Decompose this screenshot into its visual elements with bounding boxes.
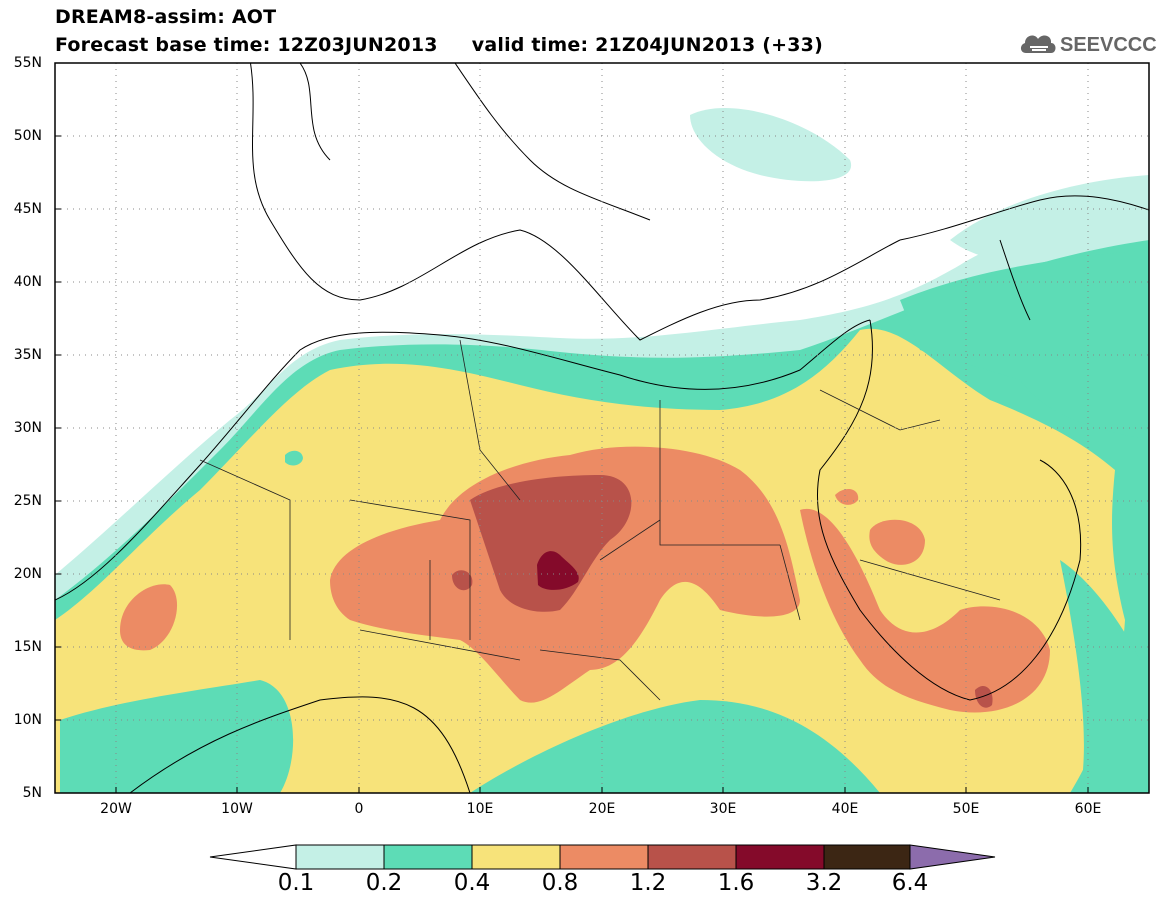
colorbar-label: 1.2 [629, 870, 667, 896]
lon-label: 40E [831, 801, 859, 817]
aot-band-1.6 [537, 551, 579, 590]
colorbar-swatch-6 [735, 844, 825, 870]
colorbar-swatch-5 [647, 844, 737, 870]
lon-label: 20E [588, 801, 616, 817]
aot-patch-chad [452, 570, 473, 591]
aot-patch-iran [900, 250, 1149, 440]
colorbar-label: 0.4 [453, 870, 491, 896]
lat-label: 25N [13, 493, 42, 509]
lon-label: 50E [952, 801, 980, 817]
colorbar-above [909, 844, 996, 870]
lat-label: 30N [13, 420, 42, 436]
lat-label: 35N [13, 347, 42, 363]
aot-patch-centralafrica [470, 700, 880, 793]
colorbar-label: 1.6 [717, 870, 755, 896]
lat-label: 15N [13, 639, 42, 655]
aot-patch-redsea [800, 508, 1050, 713]
aot-patch-westafrica [60, 680, 294, 793]
lon-label: 0 [354, 801, 364, 817]
aot-patch-mauritania [120, 584, 178, 651]
colorbar-swatch-2 [383, 844, 473, 870]
colorbar-swatch-7 [823, 844, 911, 870]
colorbar-swatch-1 [295, 844, 385, 870]
lat-label: 55N [13, 55, 42, 71]
aot-contours [55, 107, 1149, 793]
lon-label: 10W [221, 801, 253, 817]
lon-label: 20W [100, 801, 132, 817]
country-borders [199, 339, 1001, 701]
chart-subtitle: Forecast base time: 12Z03JUN2013 valid t… [55, 34, 823, 56]
colorbar-swatch-4 [559, 844, 649, 870]
aot-patch-arabian-sea [1060, 560, 1149, 793]
colorbar-label: 0.2 [365, 870, 403, 896]
lon-label: 10E [466, 801, 494, 817]
lat-label: 10N [13, 712, 42, 728]
colorbar-label: 0.1 [277, 870, 315, 896]
colorbar-swatch-3 [471, 844, 561, 870]
lat-label: 40N [13, 274, 42, 290]
grid-lines [55, 63, 1149, 793]
coastlines [55, 63, 1149, 793]
aot-patch-arabia-1 [835, 488, 859, 505]
colorbar-label: 3.2 [805, 870, 843, 896]
colorbar-below [209, 844, 297, 870]
colorbar-label: 0.8 [541, 870, 579, 896]
lat-label: 45N [13, 201, 42, 217]
seevccc-logo: SEEVCCC [1020, 34, 1157, 56]
aot-patch-arabia-2 [869, 519, 925, 565]
colorbar-label: 6.4 [891, 870, 929, 896]
aot-band-1.2 [470, 475, 632, 612]
aot-band-0.1-europe [690, 107, 852, 182]
lat-label: 20N [13, 566, 42, 582]
colorbar [209, 844, 996, 870]
axis-ticks [55, 62, 1089, 794]
lat-label: 50N [13, 128, 42, 144]
cloud-icon [1020, 35, 1056, 53]
lon-label: 30E [709, 801, 737, 817]
aot-patch-yemen [975, 685, 993, 708]
logo-text: SEEVCCC [1060, 34, 1157, 56]
lon-label: 60E [1074, 801, 1102, 817]
chart-title: DREAM8-assim: AOT [55, 6, 277, 28]
aot-patch-sahara-w [285, 450, 303, 466]
lat-label: 5N [22, 785, 42, 801]
